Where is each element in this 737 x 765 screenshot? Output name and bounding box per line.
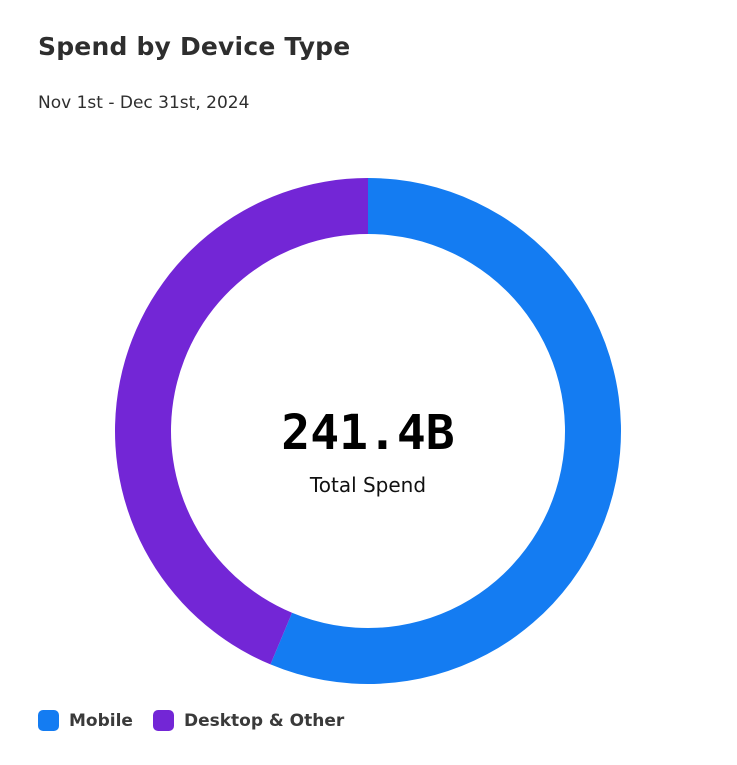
total-spend-value: 241.4B: [281, 405, 454, 461]
chart-title: Spend by Device Type: [38, 32, 351, 61]
legend-swatch: [38, 710, 59, 731]
legend-swatch: [152, 710, 174, 731]
donut-chart: 241.4B Total Spend: [114, 178, 621, 684]
chart-subtitle: Nov 1st - Dec 31st, 2024: [38, 93, 250, 113]
legend-item-desktop-other[interactable]: Desktop & Other: [152, 710, 345, 731]
legend-label: Mobile: [69, 710, 133, 731]
legend-label: Desktop & Other: [183, 710, 345, 731]
total-spend-label: Total Spend: [309, 473, 426, 497]
legend-item-mobile[interactable]: Mobile: [38, 710, 133, 731]
donut-slice-mobile[interactable]: [270, 178, 621, 684]
chart-legend: Mobile Desktop & Other: [38, 710, 344, 731]
donut-slices: [114, 178, 621, 684]
donut-slice-desktop-other[interactable]: [114, 178, 368, 665]
